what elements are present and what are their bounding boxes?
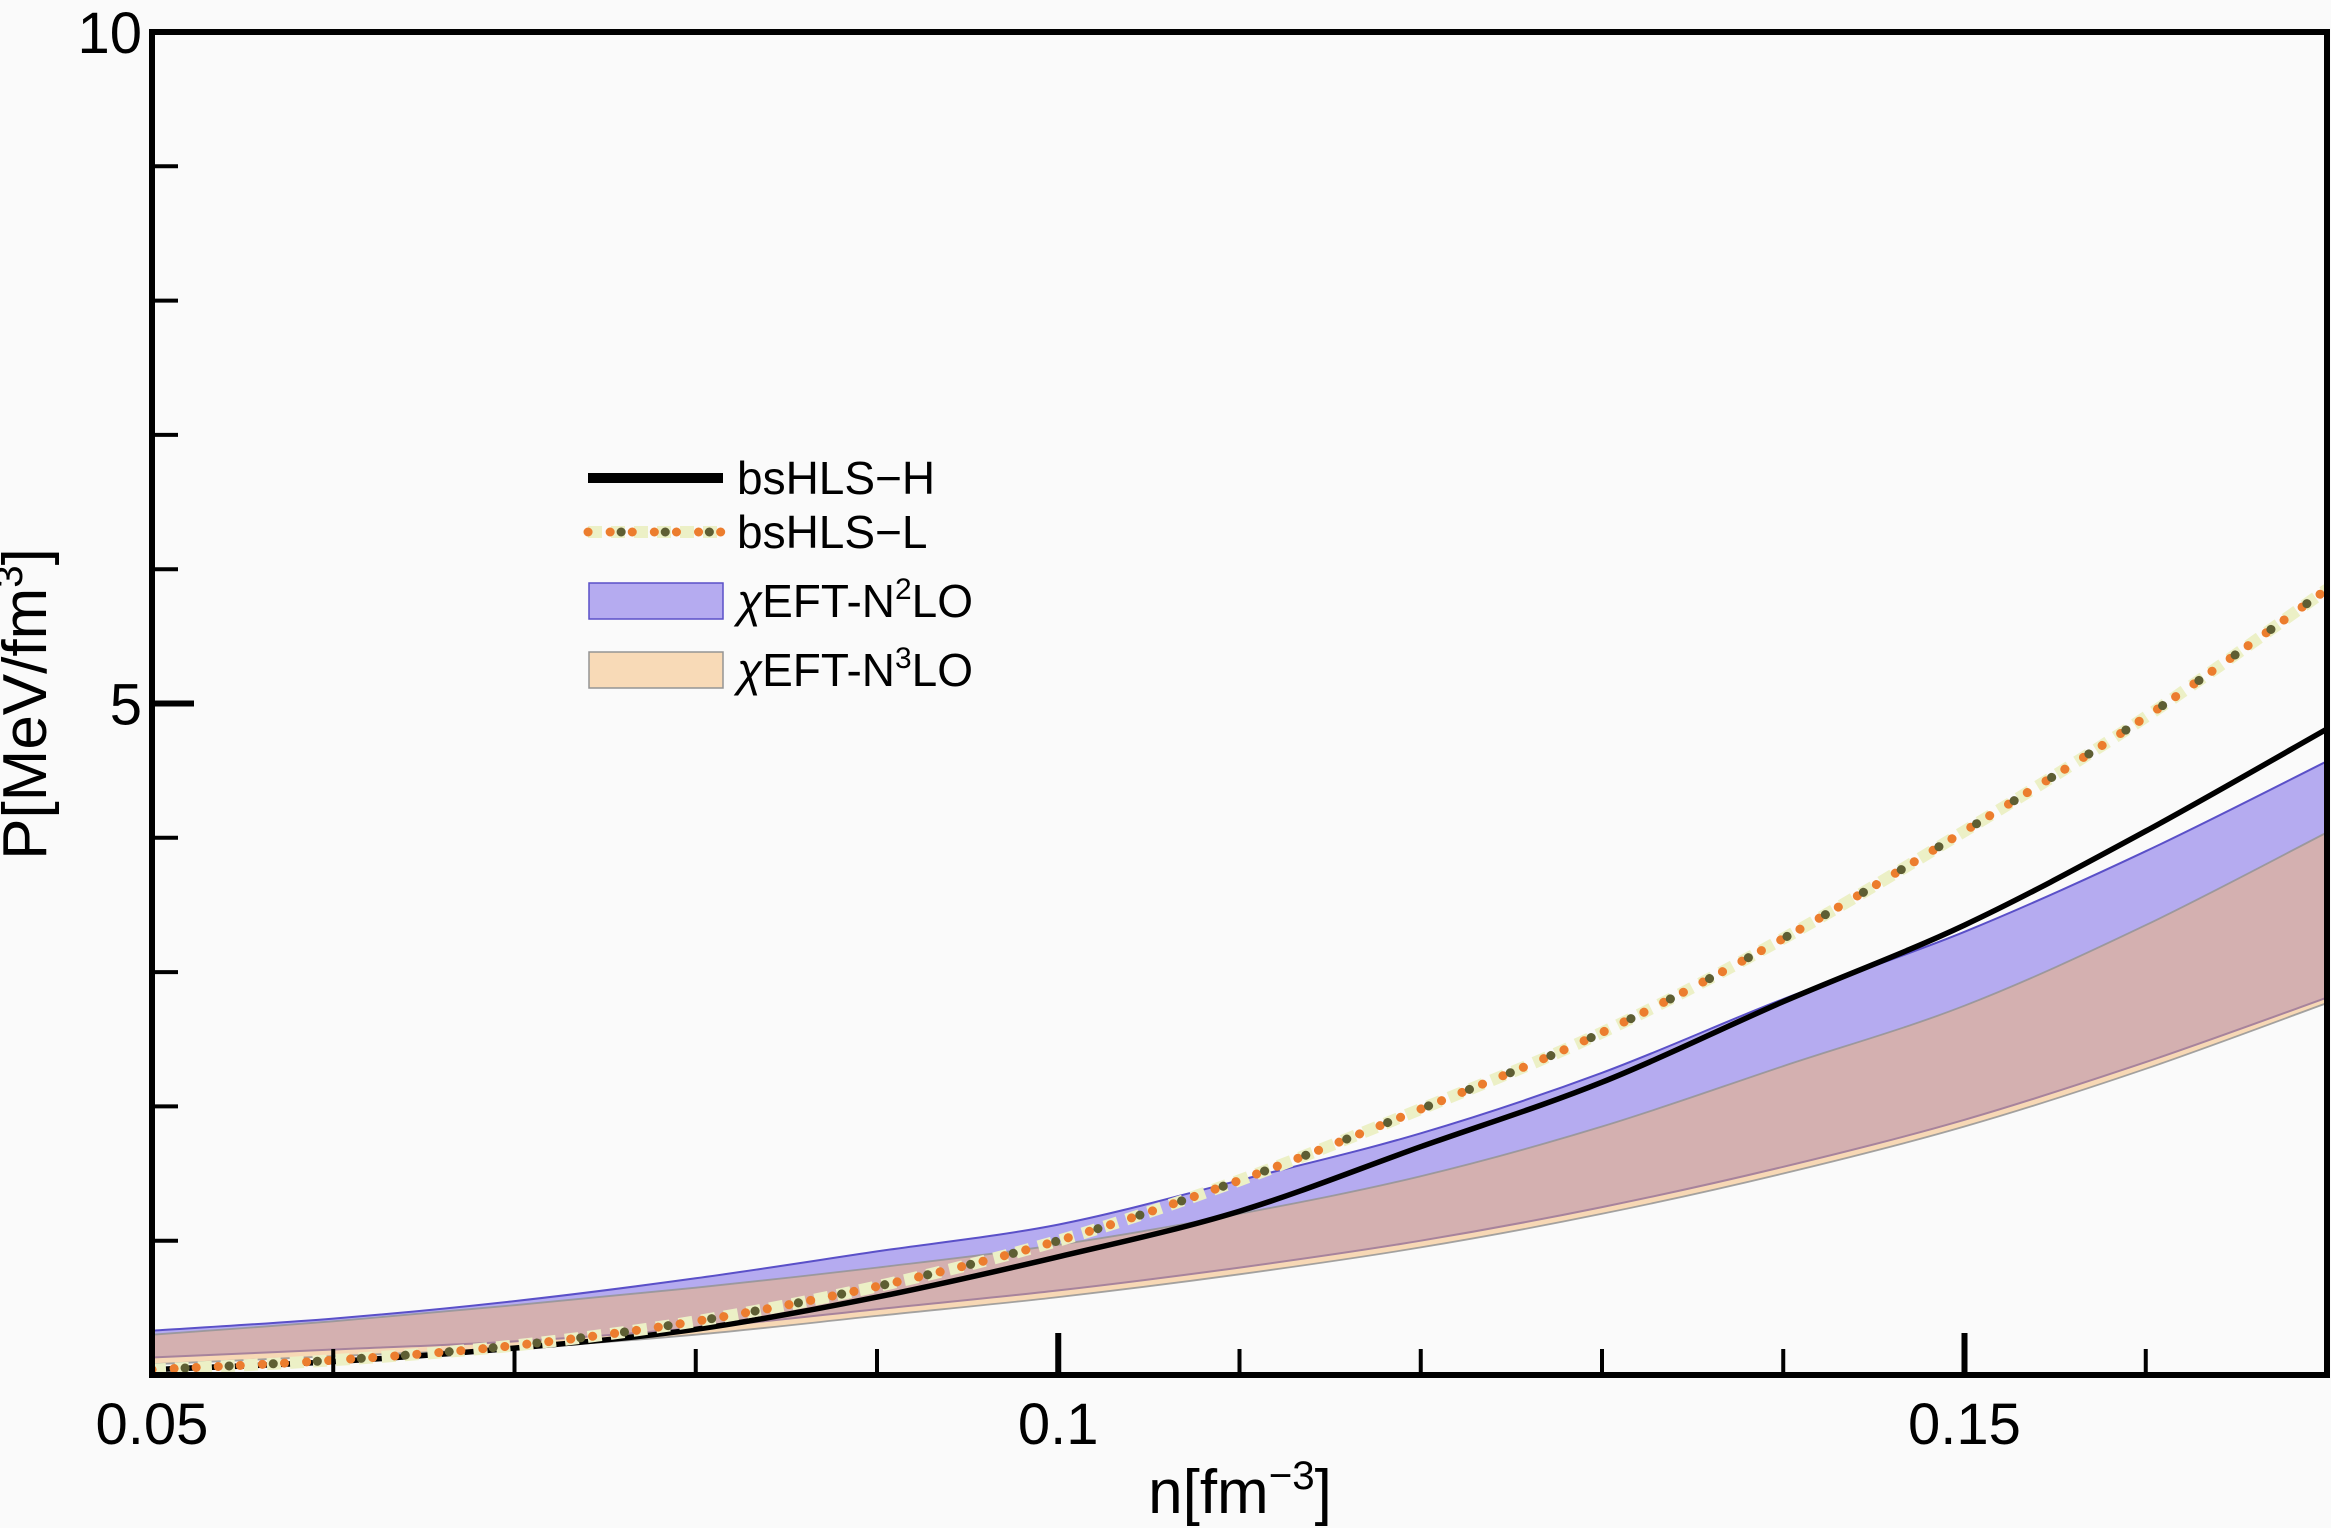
x-tick-label: 0.05 bbox=[96, 1392, 209, 1457]
x-tick-label: 0.1 bbox=[1018, 1392, 1099, 1457]
legend-swatch-chieft-n3lo bbox=[588, 651, 724, 689]
legend-label-chieft-n2lo: χEFT-N2LO bbox=[733, 573, 973, 627]
y-tick-label: 5 bbox=[110, 673, 142, 738]
legend-swatch-chieft-n2lo bbox=[588, 582, 724, 620]
y-tick-label: 10 bbox=[77, 1, 142, 66]
x-axis-label: n[fm−3] bbox=[1148, 1453, 1332, 1527]
x-tick-label: 0.15 bbox=[1908, 1392, 2021, 1457]
legend-label-bshls-l: bsHLS−L bbox=[737, 506, 928, 558]
bshls-l-curve bbox=[154, 584, 2325, 1373]
chieft-n3lo-band bbox=[154, 832, 2325, 1366]
legend-label-chieft-n3lo: χEFT-N3LO bbox=[733, 642, 973, 696]
plot-area bbox=[154, 584, 2325, 1373]
legend-label-bshls-h: bsHLS−H bbox=[737, 452, 935, 504]
bshls-l-dots-orange bbox=[154, 585, 2325, 1373]
y-axis-label: P[MeV/fm3] bbox=[0, 548, 60, 860]
bshls-h-curve bbox=[154, 726, 2325, 1373]
